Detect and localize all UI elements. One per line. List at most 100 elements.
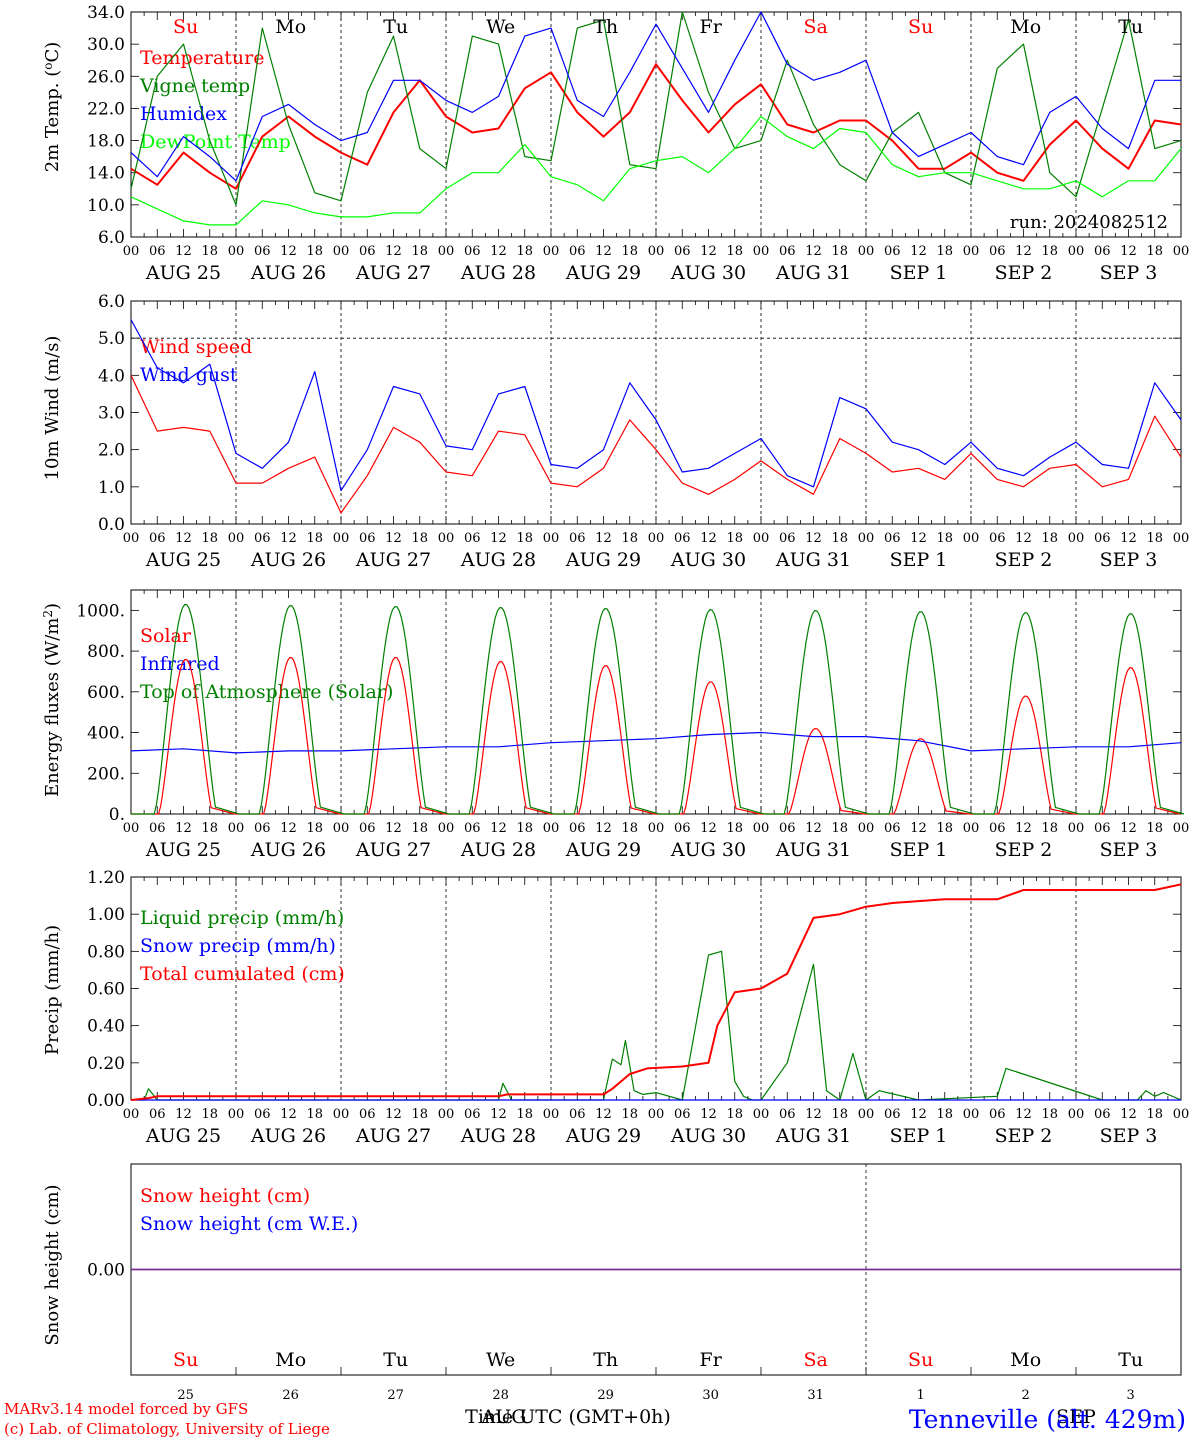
panel-4-hour-label: 00 bbox=[1068, 1107, 1085, 1122]
panel-2-hour-label: 18 bbox=[411, 531, 428, 546]
panel-1-y-tick-label: 10.0 bbox=[87, 196, 125, 216]
weekday-label-top: Tu bbox=[1118, 16, 1143, 38]
panel-3-hour-label: 18 bbox=[516, 821, 533, 836]
panel-2-hour-label: 18 bbox=[201, 531, 218, 546]
panel-2-hour-label: 00 bbox=[228, 531, 245, 546]
weekday-label-bottom: Tu bbox=[383, 1349, 408, 1371]
panel-1-hour-label: 00 bbox=[858, 244, 875, 259]
panel-3-date-label: AUG 27 bbox=[355, 839, 431, 861]
panel-1-y-axis-label: 2m Temp. (oC) bbox=[41, 42, 63, 173]
panel-1-hour-label: 18 bbox=[201, 244, 218, 259]
panel-5-y-axis-label: Snow height (cm) bbox=[42, 1184, 63, 1345]
panel-3-date-label: SEP 3 bbox=[1100, 839, 1158, 861]
panel-1-hour-label: 18 bbox=[1146, 244, 1163, 259]
panel-3-hour-label: 18 bbox=[726, 821, 743, 836]
panel-4-hour-label: 00 bbox=[333, 1107, 350, 1122]
panel-2-hour-label: 12 bbox=[1120, 531, 1137, 546]
panel-1-legend-temperature: Temperature bbox=[140, 47, 264, 69]
panel-3-hour-label: 12 bbox=[595, 821, 612, 836]
panel-4-y-tick-label: 0.80 bbox=[87, 942, 125, 962]
panel-4-hour-label: 18 bbox=[936, 1107, 953, 1122]
panel-3-hour-label: 12 bbox=[910, 821, 927, 836]
panel-3-hour-label: 06 bbox=[674, 821, 691, 836]
panel-1-hour-label: 06 bbox=[989, 244, 1006, 259]
panel-5-legend-snow-height-cm-w-e-: Snow height (cm W.E.) bbox=[140, 1213, 358, 1235]
panel-2-y-tick-label: 5.0 bbox=[98, 329, 125, 349]
panel-2-hour-label: 00 bbox=[1173, 531, 1190, 546]
panel-1-hour-label: 18 bbox=[516, 244, 533, 259]
panel-1-hour-label: 00 bbox=[1173, 244, 1190, 259]
panel-1-hour-label: 06 bbox=[569, 244, 586, 259]
panel-3-hour-label: 18 bbox=[831, 821, 848, 836]
panel-1-hour-label: 18 bbox=[936, 244, 953, 259]
panel-3-hour-label: 18 bbox=[411, 821, 428, 836]
panel-4-hour-label: 00 bbox=[753, 1107, 770, 1122]
panel-4-hour-label: 18 bbox=[726, 1107, 743, 1122]
panel-1-date-label: AUG 25 bbox=[145, 262, 221, 284]
panel-1-hour-label: 12 bbox=[490, 244, 507, 259]
panel-4-date-label: SEP 3 bbox=[1100, 1125, 1158, 1147]
day-number-label: 1 bbox=[917, 1388, 925, 1403]
panel-4-hour-label: 12 bbox=[1120, 1107, 1137, 1122]
panel-2-legend-wind-gust: Wind gust bbox=[140, 364, 238, 386]
panel-2-hour-label: 06 bbox=[149, 531, 166, 546]
weekday-label-top: We bbox=[486, 16, 515, 38]
panel-2-hour-label: 12 bbox=[1015, 531, 1032, 546]
panel-3-hour-label: 06 bbox=[779, 821, 796, 836]
panel-4-y-axis-label: Precip (mm/h) bbox=[42, 925, 63, 1055]
weekday-label-top: Su bbox=[908, 16, 933, 38]
panel-1-hour-label: 12 bbox=[805, 244, 822, 259]
panel-2-hour-label: 06 bbox=[989, 531, 1006, 546]
panel-2-hour-label: 12 bbox=[175, 531, 192, 546]
panel-3-hour-label: 06 bbox=[359, 821, 376, 836]
time-axis-label: Time UTC (GMT+0h) bbox=[465, 1406, 671, 1428]
panel-2-hour-label: 00 bbox=[858, 531, 875, 546]
panel-4-hour-label: 18 bbox=[831, 1107, 848, 1122]
panel-4-hour-label: 12 bbox=[175, 1107, 192, 1122]
panel-3-legend-solar: Solar bbox=[140, 625, 192, 647]
panel-2-hour-label: 06 bbox=[779, 531, 796, 546]
panel-3-hour-label: 12 bbox=[805, 821, 822, 836]
panel-1-hour-label: 00 bbox=[123, 244, 140, 259]
panel-3-y-axis-label: Energy fluxes (W/m2) bbox=[41, 603, 63, 797]
panel-4-hour-label: 12 bbox=[280, 1107, 297, 1122]
panel-1-hour-label: 18 bbox=[411, 244, 428, 259]
panel-1-y-tick-label: 14.0 bbox=[87, 164, 125, 184]
weekday-label-top: Fr bbox=[700, 16, 723, 38]
panel-4-date-label: SEP 2 bbox=[995, 1125, 1053, 1147]
panel-2-hour-label: 00 bbox=[543, 531, 560, 546]
panel-3-hour-label: 06 bbox=[254, 821, 271, 836]
panel-2-y-tick-label: 3.0 bbox=[98, 404, 125, 424]
panel-1-hour-label: 06 bbox=[1094, 244, 1111, 259]
panel-2-series-wind-speed bbox=[130, 375, 1182, 514]
panel-2-hour-label: 18 bbox=[1041, 531, 1058, 546]
panel-1-series-vigne-temp bbox=[130, 11, 1182, 206]
panel-2-y-tick-label: 6.0 bbox=[98, 292, 125, 312]
panel-4-hour-label: 18 bbox=[1041, 1107, 1058, 1122]
day-number-label: 27 bbox=[387, 1388, 404, 1403]
panel-2-hour-label: 00 bbox=[123, 531, 140, 546]
panel-1-hour-label: 00 bbox=[438, 244, 455, 259]
panel-2-date-label: SEP 2 bbox=[995, 549, 1053, 571]
panel-3-hour-label: 06 bbox=[884, 821, 901, 836]
panel-3-legend-top-of-atmosphere-solar-: Top of Atmosphere (Solar) bbox=[140, 681, 393, 703]
panel-4-hour-label: 06 bbox=[149, 1107, 166, 1122]
panel-1-series-temperature bbox=[130, 63, 1182, 190]
panel-3-y-tick-label: 800. bbox=[87, 642, 125, 662]
panel-1-hour-label: 06 bbox=[149, 244, 166, 259]
panel-3-hour-label: 00 bbox=[648, 821, 665, 836]
panel-3-date-label: SEP 2 bbox=[995, 839, 1053, 861]
panel-3-y-tick-label: 1000. bbox=[76, 601, 125, 621]
panel-2-date-label: AUG 26 bbox=[250, 549, 326, 571]
panel-4-hour-label: 18 bbox=[621, 1107, 638, 1122]
panel-4-legend-total-cumulated-cm-: Total cumulated (cm) bbox=[140, 963, 345, 985]
panel-1-hour-label: 12 bbox=[1120, 244, 1137, 259]
weekday-label-bottom: Su bbox=[173, 1349, 198, 1371]
day-number-label: 25 bbox=[177, 1388, 194, 1403]
panel-2-hour-label: 00 bbox=[333, 531, 350, 546]
panel-4-hour-label: 00 bbox=[963, 1107, 980, 1122]
panel-4-hour-label: 00 bbox=[648, 1107, 665, 1122]
panel-3-series-infrared bbox=[130, 731, 1182, 754]
panel-4-hour-label: 06 bbox=[884, 1107, 901, 1122]
